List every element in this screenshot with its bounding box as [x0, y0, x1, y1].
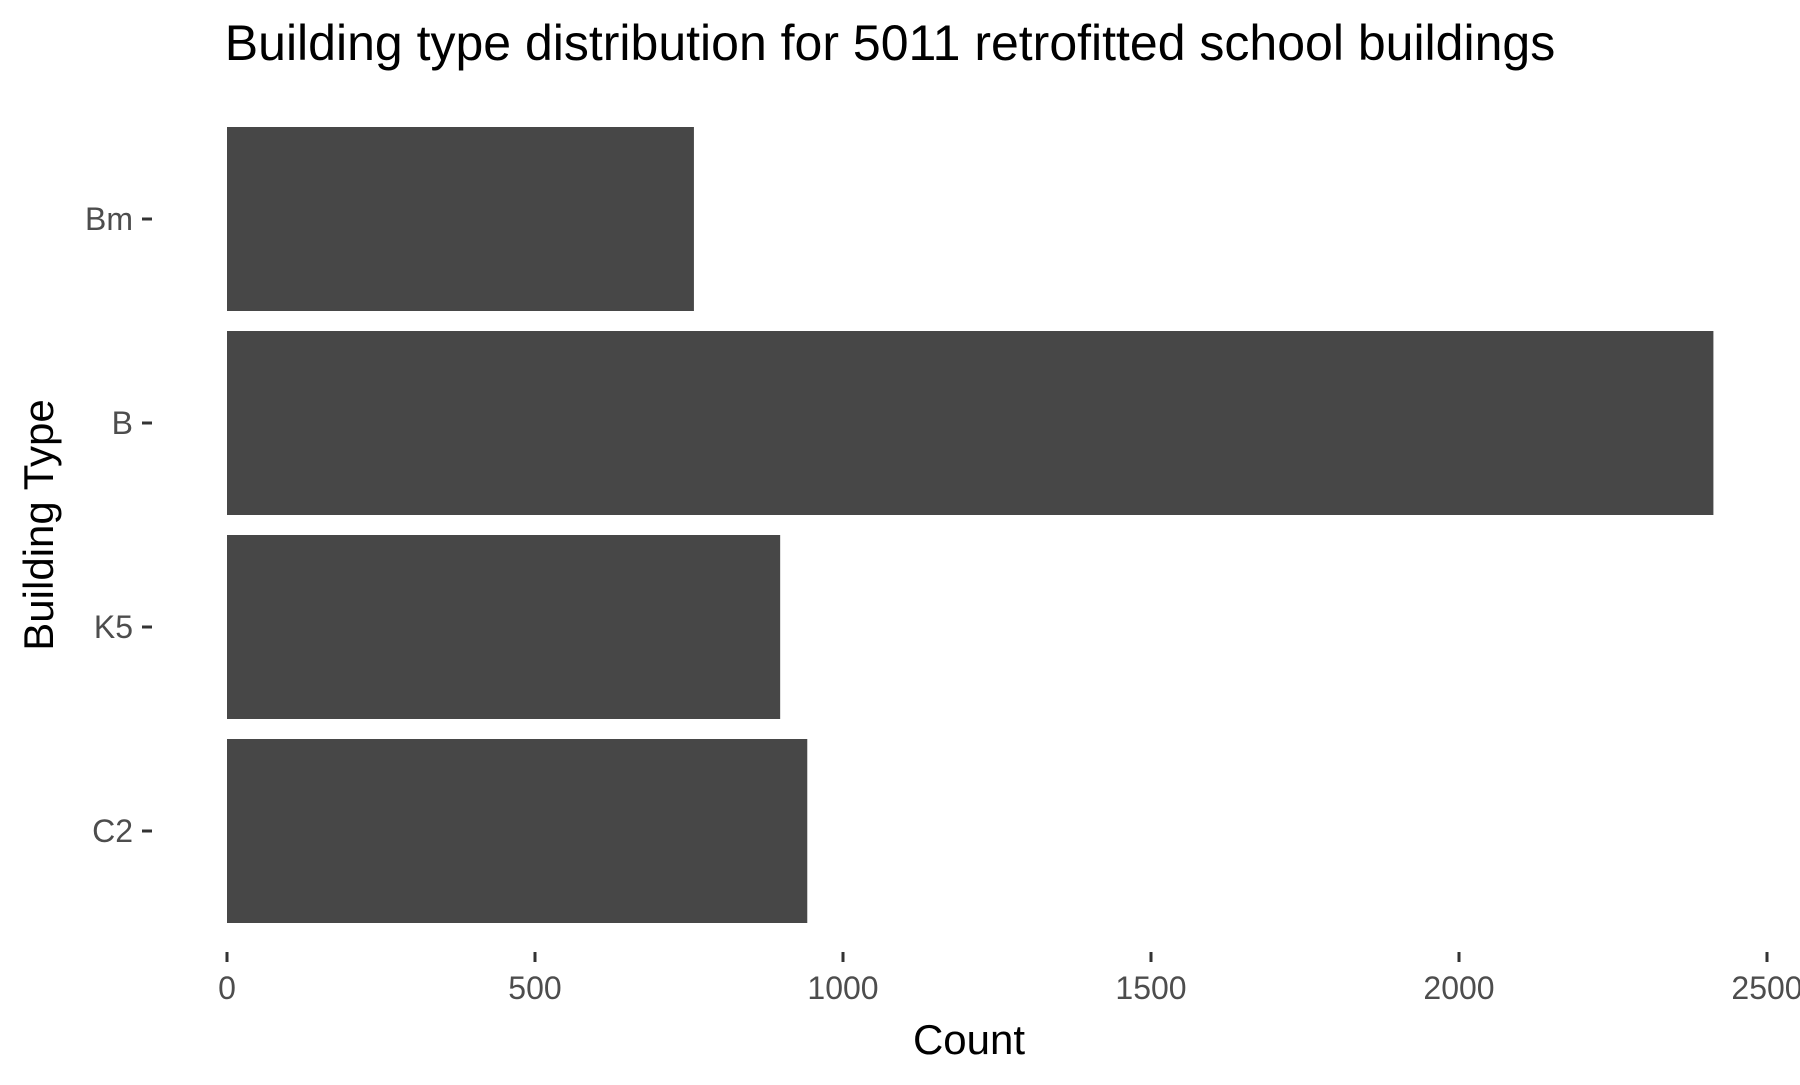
y-axis: Bm B K5 C2: [85, 201, 152, 849]
x-tick-label-1000: 1000: [807, 970, 878, 1006]
chart-title: Building type distribution for 5011 retr…: [225, 15, 1555, 71]
y-tick-label-k5: K5: [94, 609, 133, 645]
bar-b: [227, 331, 1714, 515]
x-tick-label-1500: 1500: [1115, 970, 1186, 1006]
y-tick-label-bm: Bm: [85, 201, 133, 237]
bar-k5: [227, 535, 781, 719]
x-axis-title: Count: [913, 1016, 1025, 1063]
x-axis: 0 500 1000 1500 2000 2500: [218, 952, 1800, 1006]
y-tick-label-b: B: [112, 405, 133, 441]
bars-group: [227, 127, 1714, 923]
x-tick-label-500: 500: [508, 970, 561, 1006]
bar-bm: [227, 127, 694, 311]
y-tick-label-c2: C2: [92, 813, 133, 849]
bar-c2: [227, 739, 808, 923]
x-tick-label-2000: 2000: [1423, 970, 1494, 1006]
x-tick-label-0: 0: [218, 970, 236, 1006]
x-tick-label-2500: 2500: [1731, 970, 1800, 1006]
y-axis-title: Building Type: [15, 399, 62, 650]
